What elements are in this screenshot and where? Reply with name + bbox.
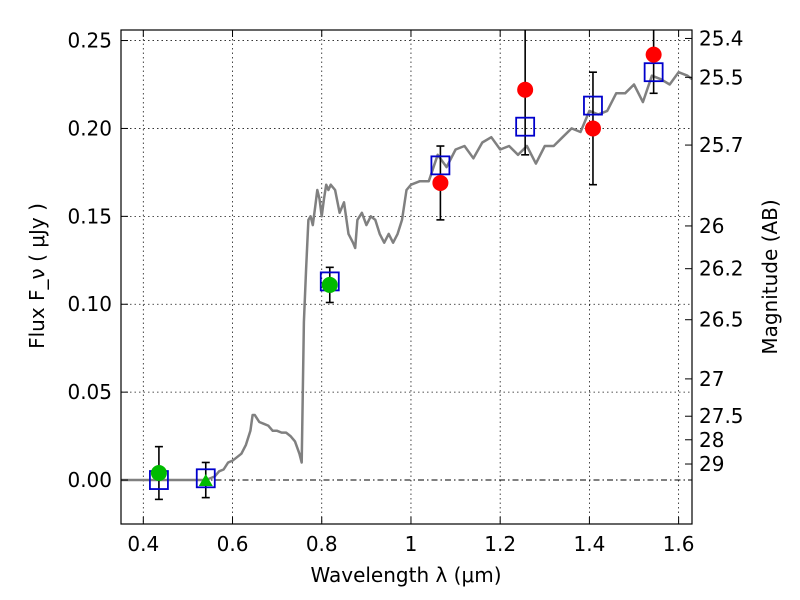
synthetic-square-marker [515,116,536,137]
right-axis-label: Magnitude (AB) [758,199,782,354]
x-tick-label: 0.4 [127,532,159,556]
y-axis-ticks: 0.00 0.05 0.10 0.15 0.20 0.25 [67,29,128,492]
data-points [149,46,664,490]
right-tick-label: 28 [699,428,724,452]
grid-lines [121,30,692,524]
synthetic-square-marker [430,155,451,176]
observed-flux-point [432,174,449,191]
y-tick-label: 0.25 [67,29,112,53]
right-tick-label: 25.7 [699,133,744,157]
model-spectrum-group [121,70,693,482]
right-tick-label: 25.5 [699,65,744,89]
green-flux-point [150,465,167,482]
x-axis-label: Wavelength λ (μm) [310,563,501,587]
green-triangle-marker [198,474,213,487]
observed-flux-point [517,81,534,98]
x-tick-label: 1.6 [663,532,695,556]
x-tick-label: 1.4 [573,532,605,556]
right-tick-label: 26.5 [699,308,744,332]
x-tick-label: 1 [405,532,418,556]
x-axis-ticks: 0.4 0.6 0.8 1 1.2 1.4 1.6 [127,30,695,556]
synthetic-square-marker [195,468,216,489]
synthetic-square-marker [643,62,664,83]
plot-frame [120,29,693,525]
right-tick-label: 26 [699,214,724,238]
errorbars [154,30,658,501]
right-tick-label: 27.5 [699,404,744,428]
right-tick-label: 26.2 [699,257,744,281]
y-axis-label: Flux F_ν ( μJy ) [25,203,49,349]
y-tick-label: 0.20 [67,116,112,140]
y-tick-label: 0.05 [67,380,112,404]
right-tick-label: 29 [699,452,724,476]
right-tick-label: 27 [699,367,724,391]
x-tick-label: 0.8 [306,532,338,556]
model-spectrum-line [121,70,693,482]
right-tick-label: 25.4 [699,26,744,50]
x-tick-label: 1.2 [484,532,516,556]
y-tick-label: 0.15 [67,204,112,228]
y-tick-label: 0.00 [67,468,112,492]
y-tick-label: 0.10 [67,292,112,316]
green-flux-point [321,276,338,293]
observed-flux-point [645,46,662,63]
observed-flux-point [584,120,601,137]
synthetic-square-marker [583,95,603,116]
x-tick-label: 0.6 [217,532,249,556]
